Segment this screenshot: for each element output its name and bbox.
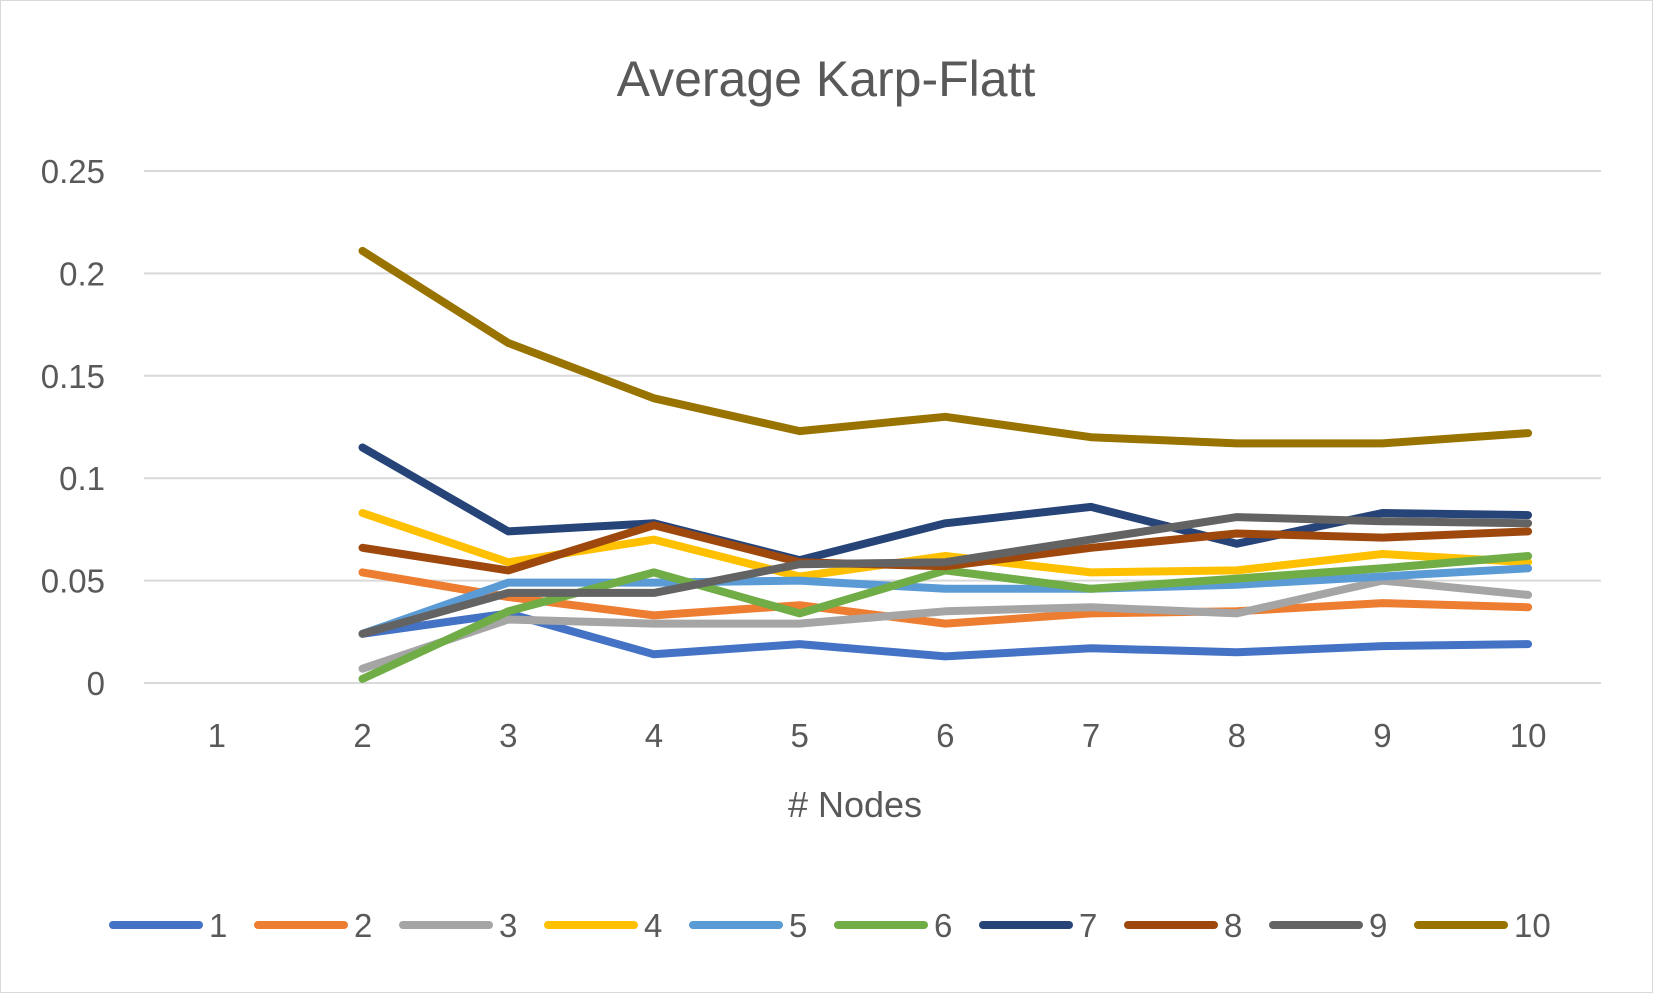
x-tick-label: 4 [645,717,663,754]
y-tick-label: 0.1 [59,460,105,497]
series-line-6 [358,552,1533,683]
x-tick-label: 5 [790,717,808,754]
legend: 1 2 3 4 5 6 7 8 9 10 [109,907,1551,944]
x-tick-label: 8 [1228,717,1246,754]
x-tick-label: 10 [1510,717,1547,754]
series-line-3 [358,576,1533,673]
y-axis-ticks: 0 0.05 0.1 0.15 0.2 0.25 [41,153,105,702]
x-tick-label: 2 [353,717,371,754]
legend-label-4: 4 [644,907,662,944]
x-tick-label: 3 [499,717,517,754]
x-tick-label: 1 [208,717,226,754]
y-tick-label: 0 [87,665,105,702]
series-line-5 [358,564,1533,638]
legend-label-3: 3 [499,907,517,944]
legend-label-6: 6 [934,907,952,944]
y-tick-label: 0.25 [41,153,105,190]
legend-label-1: 1 [209,907,227,944]
y-tick-label: 0.05 [41,563,105,600]
series-line-2 [358,568,1533,628]
series-line-1 [358,609,1533,661]
series-line-8 [358,521,1533,575]
x-axis-ticks: 1 2 3 4 5 6 7 8 9 10 [208,717,1547,754]
x-axis-label: # Nodes [788,784,922,825]
y-tick-label: 0.15 [41,358,105,395]
series-line-10 [358,246,1533,448]
series-line-7 [358,443,1533,565]
x-tick-label: 6 [936,717,954,754]
y-tick-label: 0.2 [59,255,105,292]
series-lines [358,246,1533,683]
legend-label-2: 2 [354,907,372,944]
legend-label-5: 5 [789,907,807,944]
series-line-9 [358,513,1533,638]
x-tick-label: 7 [1082,717,1100,754]
legend-label-7: 7 [1079,907,1097,944]
legend-label-9: 9 [1369,907,1387,944]
legend-label-8: 8 [1224,907,1242,944]
legend-label-10: 10 [1514,907,1551,944]
chart-title: Average Karp-Flatt [617,51,1036,107]
gridlines [144,170,1601,684]
x-tick-label: 9 [1373,717,1391,754]
